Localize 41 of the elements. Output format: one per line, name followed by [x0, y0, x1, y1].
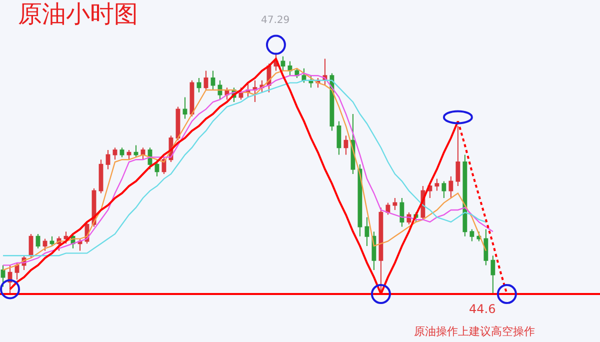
candlestick — [42, 238, 48, 252]
candlestick — [336, 120, 342, 156]
candlestick — [280, 56, 286, 72]
candlestick — [386, 202, 390, 216]
candlestick — [196, 78, 202, 93]
candlestick — [358, 164, 362, 237]
candlestick — [14, 262, 20, 280]
candlestick — [182, 96, 188, 120]
candlestick — [364, 216, 370, 246]
candlestick — [64, 231, 68, 244]
annotation: 47.29 — [261, 15, 290, 26]
candlestick — [392, 198, 398, 210]
candlestick — [154, 159, 160, 177]
candlestick — [120, 147, 124, 158]
candlestick — [106, 150, 110, 170]
candlestick — [126, 150, 132, 160]
candlestick — [204, 70, 208, 90]
candlestick — [50, 236, 54, 246]
candlestick — [218, 80, 222, 100]
candlestick — [210, 70, 216, 90]
candlestick — [252, 80, 258, 102]
candlestick — [456, 126, 460, 186]
chart-title: 原油小时图 — [18, 0, 138, 28]
candlestick — [134, 144, 138, 158]
candlestick — [98, 159, 104, 194]
candlestick — [36, 234, 40, 249]
candlestick — [470, 228, 474, 242]
candlestick — [400, 198, 404, 228]
candlestick — [112, 147, 118, 160]
candlestick — [302, 68, 306, 84]
candlestick — [484, 228, 488, 266]
candlestick — [434, 178, 440, 192]
annotation: 44.6 — [469, 302, 496, 316]
candlestick — [344, 135, 348, 156]
candlestick — [448, 176, 454, 198]
candlestick — [0, 264, 6, 288]
candlestick — [442, 180, 446, 198]
text: 原油操作上建议高空操作 — [414, 325, 535, 338]
candlestick — [462, 154, 468, 237]
candlestick — [490, 255, 496, 294]
candlestick — [330, 72, 334, 132]
